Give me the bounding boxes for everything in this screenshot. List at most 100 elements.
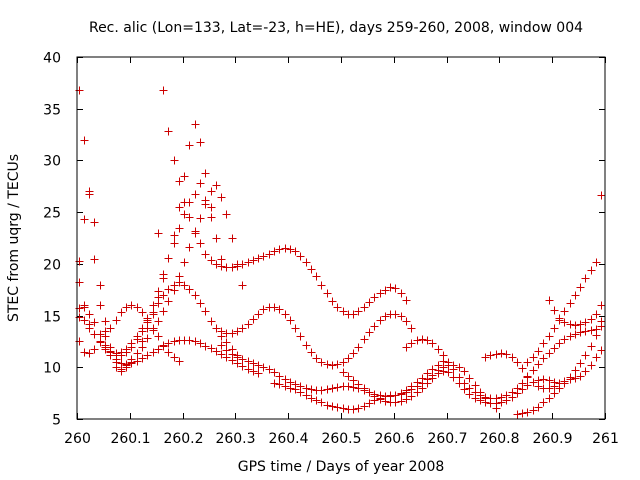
data-point — [212, 324, 221, 333]
data-point — [571, 366, 580, 375]
data-point — [180, 198, 189, 207]
data-point — [201, 196, 210, 205]
data-point — [407, 392, 416, 401]
data-point — [112, 316, 121, 325]
y-tick-label: 10 — [43, 361, 61, 377]
data-point — [291, 247, 300, 256]
x-tick-label: 260.5 — [321, 431, 361, 447]
series-arc-p — [545, 296, 606, 330]
data-point — [154, 317, 163, 326]
data-point — [581, 367, 590, 376]
data-point — [560, 379, 569, 388]
data-point — [529, 353, 538, 362]
data-point — [154, 345, 163, 354]
data-point — [265, 250, 274, 259]
data-point — [170, 337, 179, 346]
data-point — [191, 190, 200, 199]
data-point — [333, 303, 342, 312]
data-point — [402, 317, 411, 326]
x-tick-label: 260.9 — [532, 431, 572, 447]
data-point — [592, 258, 601, 267]
data-point — [444, 358, 453, 367]
data-point — [217, 341, 226, 350]
data-point — [175, 357, 184, 366]
data-point — [534, 382, 543, 391]
data-point — [185, 336, 194, 345]
data-point — [339, 368, 348, 377]
data-point — [281, 244, 290, 253]
data-point — [149, 308, 158, 317]
data-point — [244, 357, 253, 366]
data-point — [576, 328, 585, 337]
y-tick-label: 20 — [43, 258, 61, 274]
data-point — [249, 256, 258, 265]
data-point — [96, 338, 105, 347]
data-point — [381, 286, 390, 295]
data-point — [191, 120, 200, 129]
data-point — [296, 388, 305, 397]
data-point — [180, 210, 189, 219]
data-point — [513, 384, 522, 393]
data-point — [418, 335, 427, 344]
data-point — [460, 367, 469, 376]
data-point — [312, 272, 321, 281]
data-point — [545, 332, 554, 341]
data-point — [323, 360, 332, 369]
data-point — [550, 382, 559, 391]
data-point — [133, 357, 142, 366]
data-point — [497, 393, 506, 402]
data-point — [291, 324, 300, 333]
data-point — [455, 363, 464, 372]
data-point — [175, 278, 184, 287]
x-tick-label: 260.1 — [110, 431, 150, 447]
data-point — [90, 330, 99, 339]
data-point — [439, 351, 448, 360]
data-point — [196, 214, 205, 223]
data-point — [164, 297, 173, 306]
data-point — [513, 358, 522, 367]
data-point — [133, 303, 142, 312]
data-point — [270, 379, 279, 388]
data-point — [127, 301, 136, 310]
data-point — [407, 339, 416, 348]
data-point — [312, 396, 321, 405]
data-point — [207, 256, 216, 265]
data-point — [344, 382, 353, 391]
data-point — [523, 358, 532, 367]
data-point — [365, 388, 374, 397]
data-point — [90, 218, 99, 227]
data-point — [180, 172, 189, 181]
y-tick-label: 30 — [43, 154, 61, 170]
data-point — [344, 372, 353, 381]
data-point — [428, 374, 437, 383]
data-point — [592, 310, 601, 319]
data-point — [80, 136, 89, 145]
data-point — [381, 397, 390, 406]
data-point — [185, 213, 194, 222]
data-point — [539, 398, 548, 407]
data-point — [550, 306, 559, 315]
data-point — [402, 388, 411, 397]
data-point — [513, 410, 522, 419]
x-tick-label: 260.2 — [163, 431, 203, 447]
data-point — [249, 359, 258, 368]
data-point — [191, 227, 200, 236]
x-axis-label: GPS time / Days of year 2008 — [238, 459, 445, 475]
data-point — [576, 372, 585, 381]
data-point — [323, 289, 332, 298]
data-point — [566, 373, 575, 382]
data-point — [317, 281, 326, 290]
data-point — [90, 255, 99, 264]
data-point — [354, 307, 363, 316]
data-point — [254, 254, 263, 263]
data-point — [571, 321, 580, 330]
data-point — [523, 381, 532, 390]
data-point — [180, 281, 189, 290]
data-point — [85, 349, 94, 358]
data-point — [360, 303, 369, 312]
data-point — [407, 385, 416, 394]
data-points — [75, 86, 606, 419]
data-point — [159, 341, 168, 350]
data-point — [449, 365, 458, 374]
data-point — [333, 403, 342, 412]
